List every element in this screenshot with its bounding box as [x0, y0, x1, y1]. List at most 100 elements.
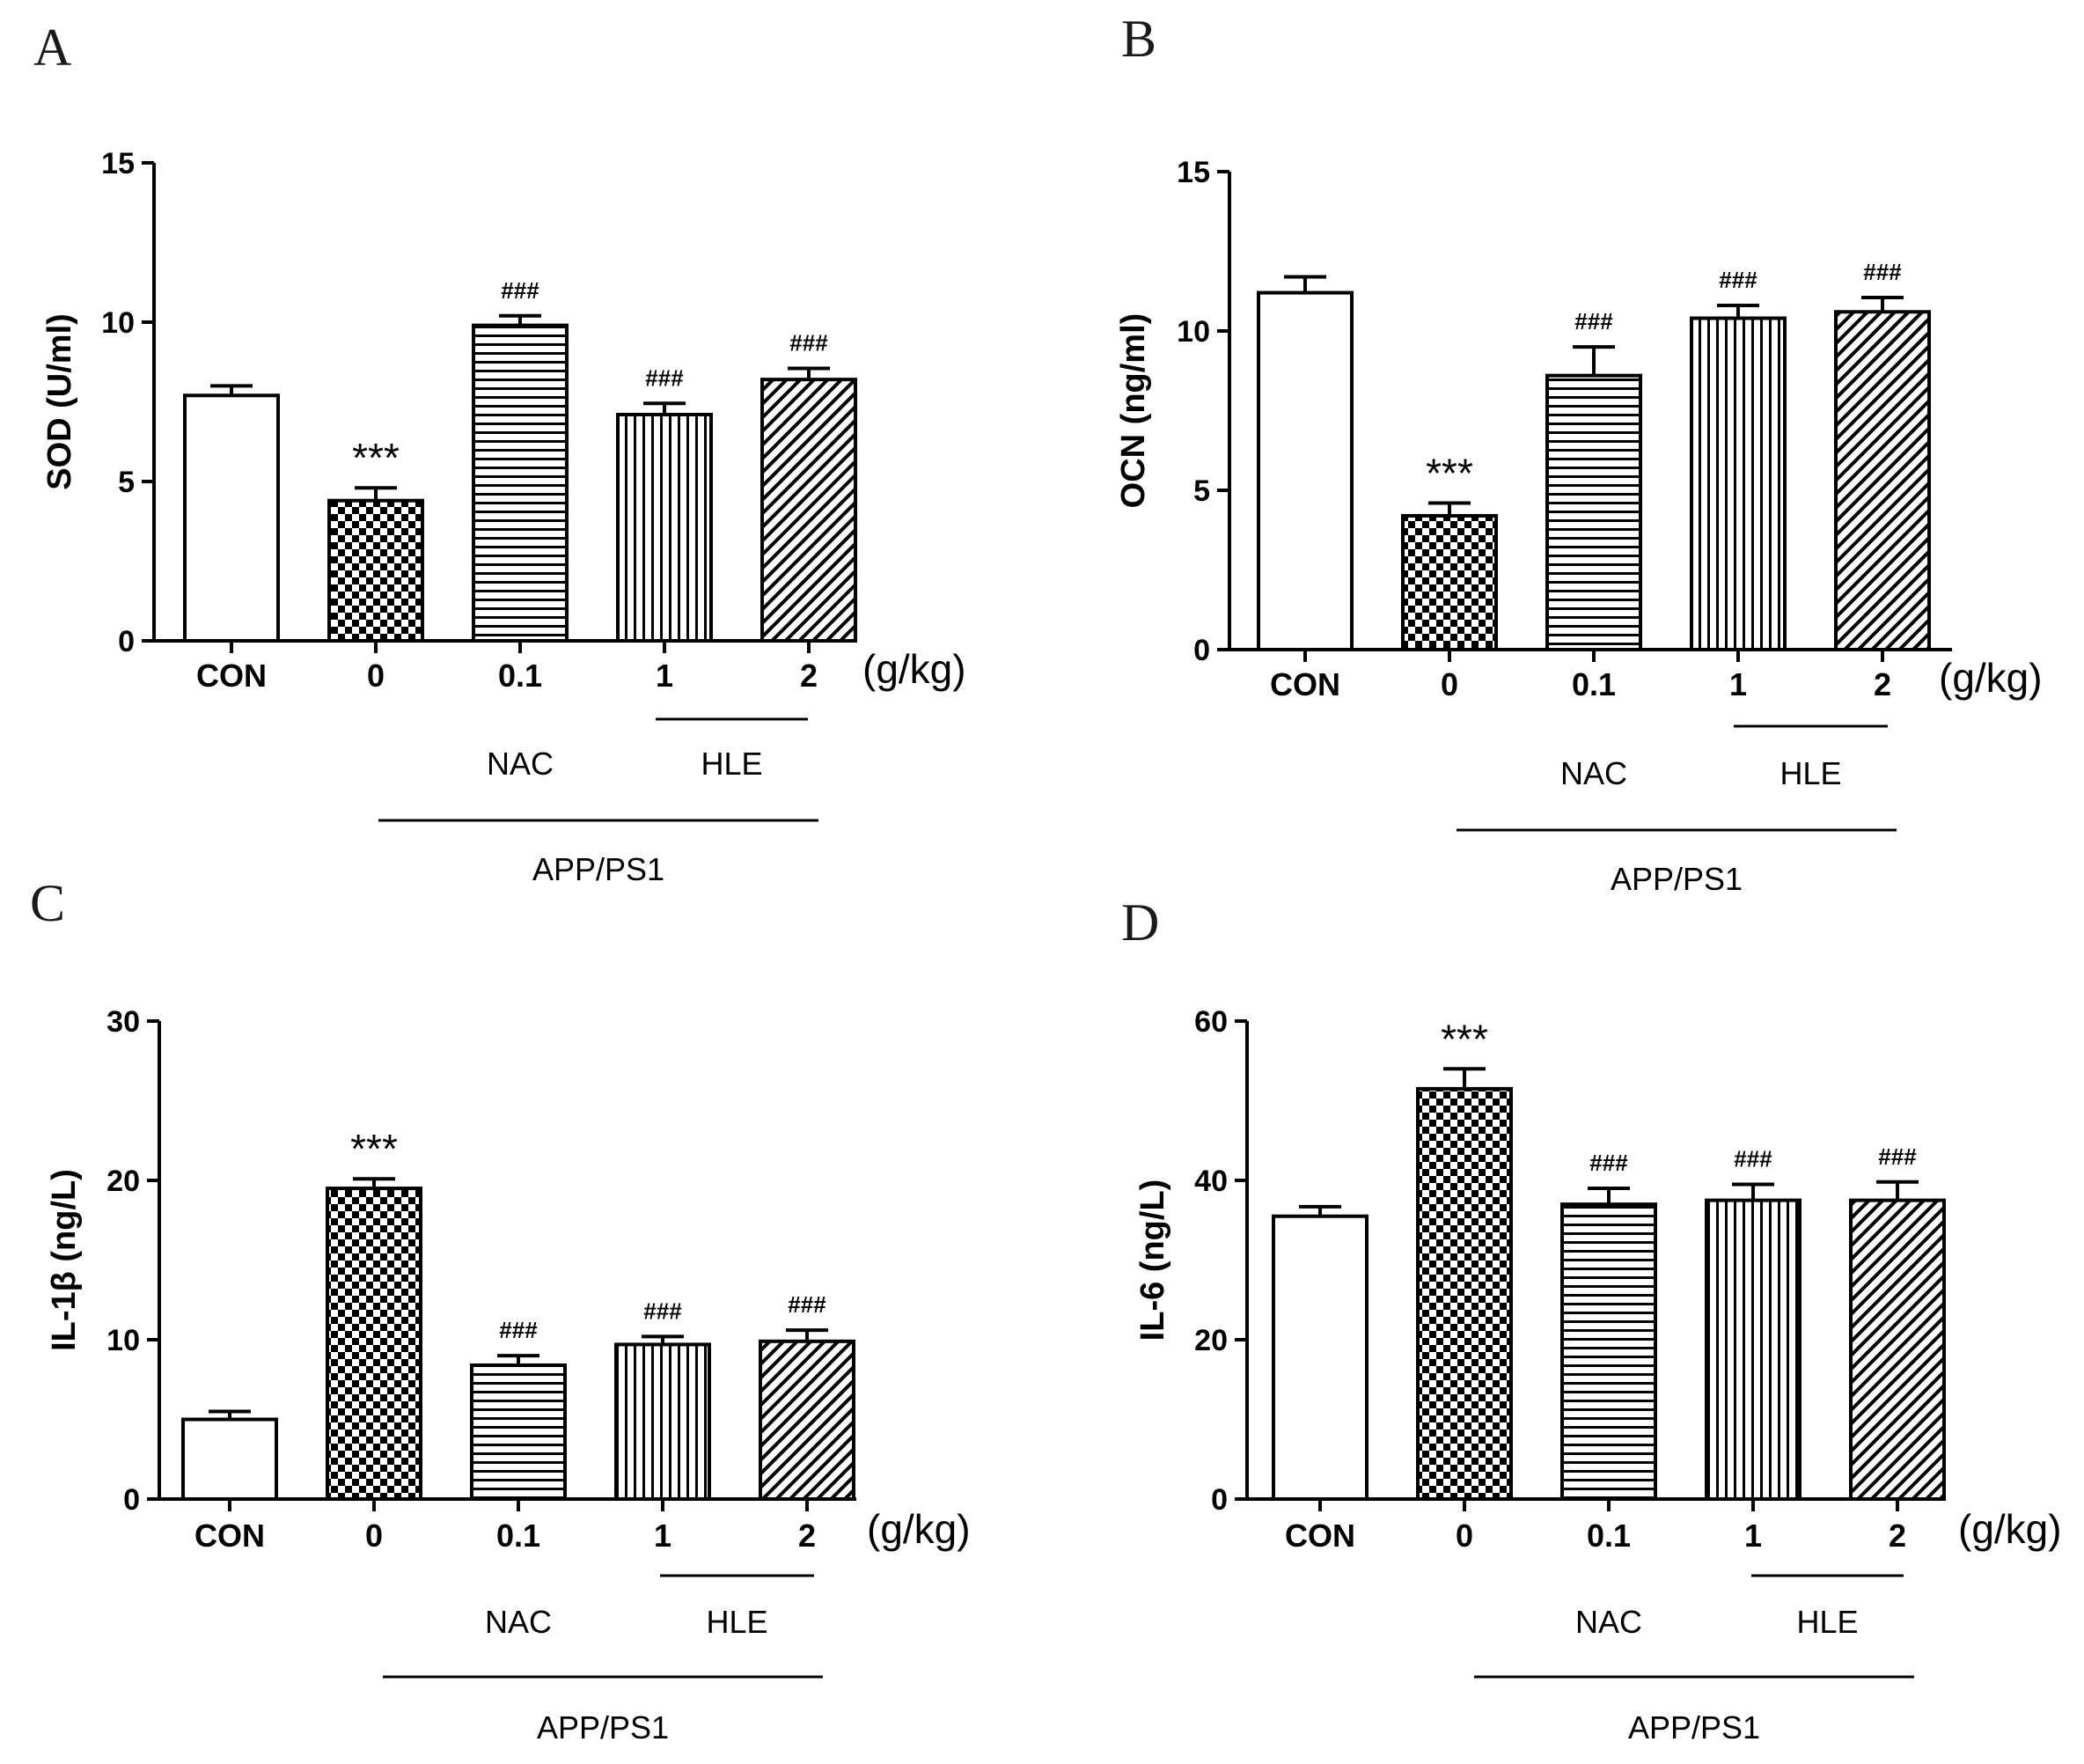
- bar-1: [614, 1342, 711, 1502]
- significance-hashes: ###: [1878, 1143, 1917, 1170]
- category-label: 0: [365, 1518, 383, 1554]
- y-tick-label: 20: [106, 1165, 140, 1198]
- y-tick-label: 40: [1194, 1165, 1228, 1198]
- significance-hashes: ###: [499, 1317, 538, 1343]
- app-ps1-label: APP/PS1: [537, 1709, 669, 1746]
- nac-label: NAC: [1560, 755, 1627, 791]
- bar-0: [326, 1187, 422, 1502]
- y-axis-label: OCN (ng/ml): [1115, 313, 1152, 509]
- significance-hashes: ###: [1574, 308, 1613, 334]
- unit-label: (g/kg): [1939, 655, 2043, 701]
- category-label: 1: [1744, 1518, 1762, 1554]
- hle-label: HLE: [701, 746, 762, 782]
- significance-stars: ***: [1441, 1016, 1488, 1062]
- category-label: CON: [194, 1518, 265, 1554]
- bar-1: [616, 412, 713, 643]
- y-tick-label: 20: [1194, 1324, 1228, 1357]
- category-label: CON: [196, 658, 267, 694]
- bar-2: [760, 378, 857, 643]
- bar-0: [1416, 1086, 1513, 1502]
- y-axis-label: IL-6 (ng/L): [1134, 1180, 1171, 1341]
- unit-label: (g/kg): [1958, 1506, 2062, 1552]
- category-label: 0.1: [496, 1518, 540, 1554]
- y-axis-label: SOD (U/ml): [41, 313, 78, 490]
- significance-hashes: ###: [1734, 1146, 1772, 1172]
- category-label: 1: [1729, 666, 1747, 702]
- panel-c: CIL-1β (ng/L)CON***0###0.1###1###2010203…: [30, 874, 971, 1746]
- category-label: 1: [654, 1518, 671, 1554]
- y-tick-label: 5: [118, 466, 135, 499]
- bar-0-1: [470, 1363, 567, 1501]
- panel-letter: B: [1121, 10, 1156, 68]
- hle-label: HLE: [1779, 755, 1841, 791]
- bar-0: [1401, 513, 1498, 652]
- bar-0: [327, 498, 424, 643]
- significance-hashes: ###: [1719, 267, 1757, 293]
- category-label: 0: [1441, 666, 1458, 702]
- y-tick-label: 10: [1177, 315, 1210, 349]
- app-ps1-label: APP/PS1: [1611, 861, 1743, 897]
- category-label: 0.1: [1572, 666, 1616, 702]
- y-tick-label: 30: [106, 1005, 140, 1039]
- y-tick-label: 0: [123, 1483, 140, 1517]
- y-tick-label: 0: [118, 625, 135, 658]
- y-tick-label: 10: [106, 1324, 140, 1357]
- panel-d: DIL-6 (ng/L)CON***0###0.1###1###20204060…: [1121, 893, 2062, 1746]
- bar-1: [1705, 1198, 1801, 1501]
- bar-CON: [183, 393, 280, 643]
- bar-CON: [1272, 1214, 1369, 1501]
- category-label: 1: [656, 658, 673, 694]
- category-label: 2: [798, 1518, 816, 1554]
- bar-CON: [181, 1417, 278, 1501]
- y-tick-label: 10: [101, 306, 135, 340]
- hle-label: HLE: [706, 1604, 767, 1640]
- nac-label: NAC: [485, 1604, 552, 1640]
- y-tick-label: 60: [1194, 1005, 1228, 1039]
- unit-label: (g/kg): [867, 1506, 971, 1552]
- significance-hashes: ###: [1863, 259, 1902, 285]
- category-label: 0: [1456, 1518, 1473, 1554]
- panel-b: B OCN (ng/ml) CON *** 0 ### 0.1 ### 1 ### 2 0 5 10 15 (…: [1115, 10, 2043, 897]
- panel-letter: C: [30, 874, 65, 932]
- unit-label: (g/kg): [862, 646, 966, 692]
- bar-1: [1690, 316, 1787, 651]
- app-ps1-label: APP/PS1: [532, 851, 664, 887]
- bar-2: [759, 1339, 855, 1502]
- y-tick-label: 0: [1193, 634, 1210, 667]
- hle-label: HLE: [1796, 1604, 1858, 1640]
- category-label: CON: [1285, 1518, 1355, 1554]
- y-tick-label: 0: [1211, 1483, 1228, 1517]
- significance-stars: ***: [352, 435, 400, 481]
- significance-stars: ***: [350, 1126, 398, 1172]
- panel-letter: A: [33, 18, 71, 77]
- significance-stars: ***: [1426, 450, 1473, 496]
- category-label: 2: [1889, 1518, 1906, 1554]
- significance-hashes: ###: [1589, 1150, 1628, 1176]
- significance-hashes: ###: [789, 329, 828, 356]
- nac-label: NAC: [487, 746, 554, 782]
- significance-hashes: ###: [643, 1297, 682, 1324]
- significance-hashes: ###: [645, 364, 684, 391]
- nac-label: NAC: [1575, 1604, 1642, 1640]
- bar-CON: [1257, 290, 1354, 651]
- bar-0-1: [1545, 373, 1642, 651]
- category-label: 0.1: [498, 658, 542, 694]
- bar-0-1: [472, 323, 569, 643]
- y-tick-label: 5: [1193, 474, 1210, 508]
- significance-hashes: ###: [788, 1291, 826, 1318]
- bar-2: [1834, 310, 1931, 651]
- panel-a: A SOD (U/ml) CON *** 0 ### 0.1 ### 1 ### 2 0 5 10 15 (g…: [33, 18, 966, 887]
- y-tick-label: 15: [1177, 156, 1210, 189]
- category-label: 0: [367, 658, 385, 694]
- y-tick-label: 15: [101, 147, 135, 180]
- category-label: 2: [800, 658, 818, 694]
- y-axis-label: IL-1β (ng/L): [46, 1169, 83, 1351]
- bar-2: [1849, 1198, 1946, 1501]
- category-label: 2: [1874, 666, 1891, 702]
- category-label: CON: [1270, 666, 1340, 702]
- panel-letter: D: [1121, 893, 1159, 952]
- app-ps1-label: APP/PS1: [1628, 1709, 1760, 1746]
- bar-0-1: [1560, 1202, 1657, 1502]
- category-label: 0.1: [1587, 1518, 1631, 1554]
